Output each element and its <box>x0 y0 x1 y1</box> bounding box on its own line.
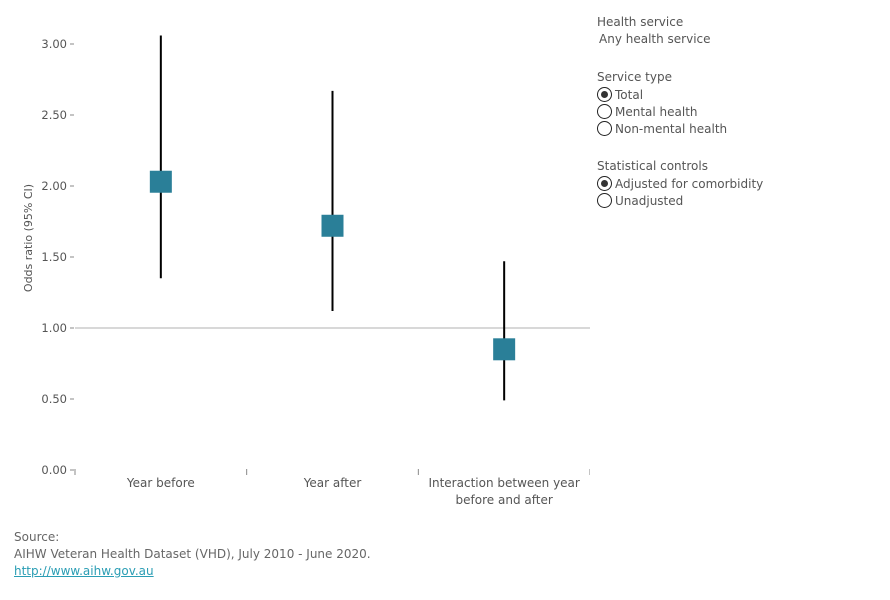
service-type-option[interactable]: Non-mental health <box>597 120 877 137</box>
x-category-label: before and after <box>456 493 553 507</box>
radio-button-icon[interactable] <box>597 87 612 102</box>
service-type-radio-group: Total Mental health Non-mental health <box>597 86 877 137</box>
y-tick-label: 3.00 <box>41 37 67 51</box>
health-service-value: Any health service <box>599 32 711 46</box>
service-type-option-label: Total <box>615 87 644 102</box>
x-category-label: Year after <box>303 476 362 490</box>
odds-ratio-marker <box>149 170 172 193</box>
odds-ratio-marker <box>321 214 344 237</box>
y-tick-label: 1.00 <box>41 321 67 335</box>
service-type-option[interactable]: Mental health <box>597 103 877 120</box>
y-tick-label: 1.50 <box>41 250 67 264</box>
source-heading: Source: <box>14 530 60 544</box>
x-category-label: Interaction between year <box>428 476 579 490</box>
health-service-label: Health service <box>597 15 684 29</box>
y-tick-label: 2.50 <box>41 108 67 122</box>
filter-panel: Health service Any health service Servic… <box>597 14 877 230</box>
statistical-controls-option-label: Unadjusted <box>615 193 684 208</box>
service-type-option[interactable]: Total <box>597 86 877 103</box>
radio-button-icon[interactable] <box>597 104 612 119</box>
service-type-option-label: Non-mental health <box>615 121 728 136</box>
odds-ratio-chart: Odds ratio (95% CI) 0.00 0.50 1.00 1.50 2.00 2… <box>22 35 590 507</box>
source-block: Source: AIHW Veteran Health Dataset (VHD… <box>14 529 371 580</box>
odds-ratio-marker <box>493 338 516 361</box>
y-tick-label: 2.00 <box>41 179 67 193</box>
statistical-controls-option-label: Adjusted for comorbidity <box>615 176 764 191</box>
statistical-controls-radio-group: Adjusted for comorbidity Unadjusted <box>597 175 877 209</box>
source-link[interactable]: http://www.aihw.gov.au <box>14 564 154 578</box>
x-category-label: Year before <box>126 476 195 490</box>
y-tick-label: 0.00 <box>41 463 67 477</box>
service-type-label: Service type <box>597 70 672 84</box>
radio-button-icon[interactable] <box>597 193 612 208</box>
y-tick-label: 0.50 <box>41 392 67 406</box>
statistical-controls-option[interactable]: Adjusted for comorbidity <box>597 175 877 192</box>
source-text: AIHW Veteran Health Dataset (VHD), July … <box>14 547 371 561</box>
service-type-option-label: Mental health <box>615 104 698 119</box>
statistical-controls-option[interactable]: Unadjusted <box>597 192 877 209</box>
radio-button-icon[interactable] <box>597 176 612 191</box>
statistical-controls-label: Statistical controls <box>597 159 708 173</box>
y-axis-label: Odds ratio (95% CI) <box>22 184 35 292</box>
radio-button-icon[interactable] <box>597 121 612 136</box>
